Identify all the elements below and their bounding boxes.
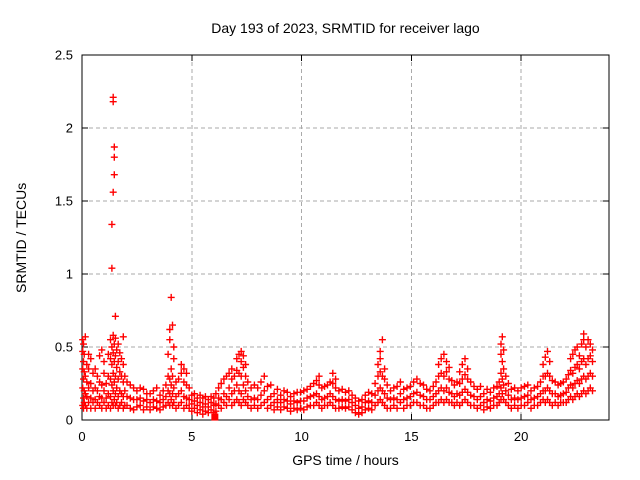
x-tick-label: 10 <box>294 429 308 444</box>
x-tick-label: 20 <box>514 429 528 444</box>
data-point-flagged-sample <box>211 413 219 421</box>
y-tick-label: 1.5 <box>55 194 73 209</box>
x-tick-label: 15 <box>404 429 418 444</box>
y-tick-labels: 0 0.5 1 1.5 2 2.5 <box>55 48 73 428</box>
x-tick-label: 5 <box>188 429 195 444</box>
grid-lines <box>82 55 609 420</box>
y-tick-label: 1 <box>66 267 73 282</box>
x-tick-labels: 0 5 10 15 20 <box>78 429 528 444</box>
x-tick-label: 0 <box>78 429 85 444</box>
y-tick-label: 2.5 <box>55 48 73 63</box>
data-points-srmtid <box>79 93 596 418</box>
axis-ticks <box>81 54 609 421</box>
y-tick-label: 2 <box>66 121 73 136</box>
chart-title: Day 193 of 2023, SRMTID for receiver lag… <box>211 20 480 36</box>
x-axis-title: GPS time / hours <box>292 452 399 468</box>
plot-border <box>81 54 610 421</box>
y-tick-label: 0.5 <box>55 340 73 355</box>
y-tick-label: 0 <box>66 413 73 428</box>
